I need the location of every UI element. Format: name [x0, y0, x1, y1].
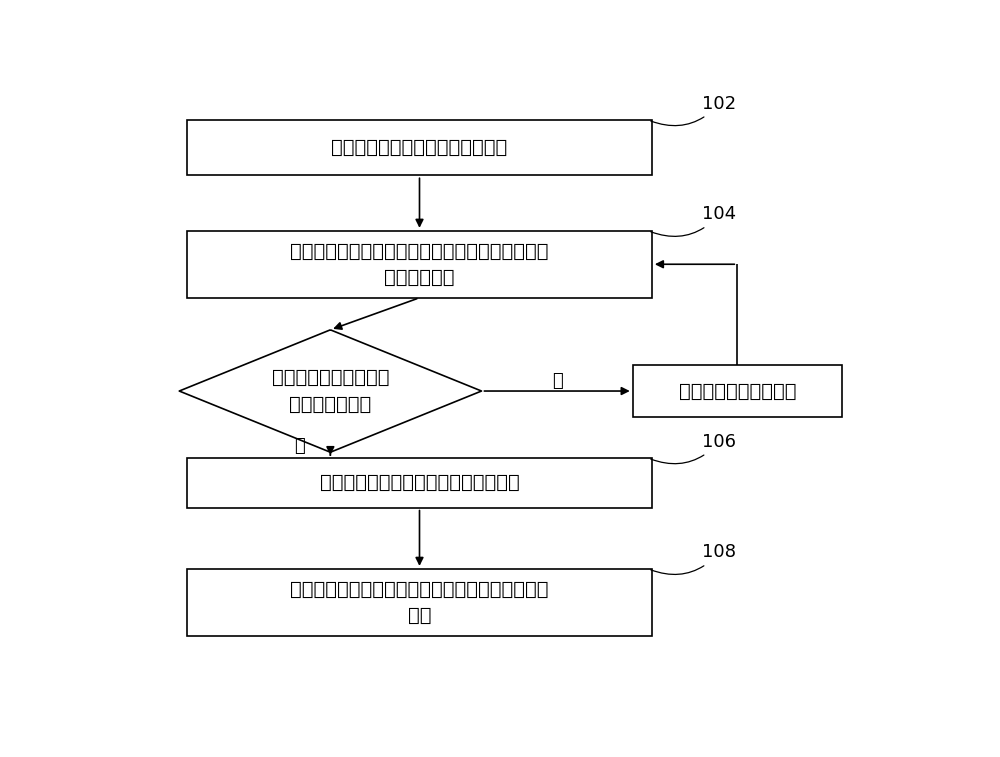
Text: 104: 104 — [651, 205, 736, 236]
Text: 将叶轮入口冲角作为目标叶轮入口冲角: 将叶轮入口冲角作为目标叶轮入口冲角 — [320, 473, 519, 492]
Bar — [633, 365, 842, 417]
Text: 否: 否 — [552, 372, 562, 390]
Text: 102: 102 — [651, 95, 736, 126]
Text: 重新确定叶轮入口冲角: 重新确定叶轮入口冲角 — [678, 382, 796, 400]
Text: 根据目标叶轮入口冲角和预设叶轮参数，确定目标
叶轮: 根据目标叶轮入口冲角和预设叶轮参数，确定目标 叶轮 — [290, 580, 549, 625]
Bar — [187, 458, 652, 508]
Text: 根据叶轮入口冲角及预设叶轮参数，确定叶轮喉部
相对减速系数: 根据叶轮入口冲角及预设叶轮参数，确定叶轮喉部 相对减速系数 — [290, 241, 549, 287]
Text: 108: 108 — [651, 544, 736, 575]
Text: 获取叶轮入口冲角及预设叶轮参数: 获取叶轮入口冲角及预设叶轮参数 — [331, 139, 508, 157]
Text: 106: 106 — [651, 433, 736, 464]
Bar — [187, 231, 652, 298]
Bar — [187, 569, 652, 636]
Text: 叶轮喉部相对减速系数
满足预设条件？: 叶轮喉部相对减速系数 满足预设条件？ — [272, 368, 389, 414]
Bar — [187, 120, 652, 176]
Text: 是: 是 — [294, 438, 305, 456]
